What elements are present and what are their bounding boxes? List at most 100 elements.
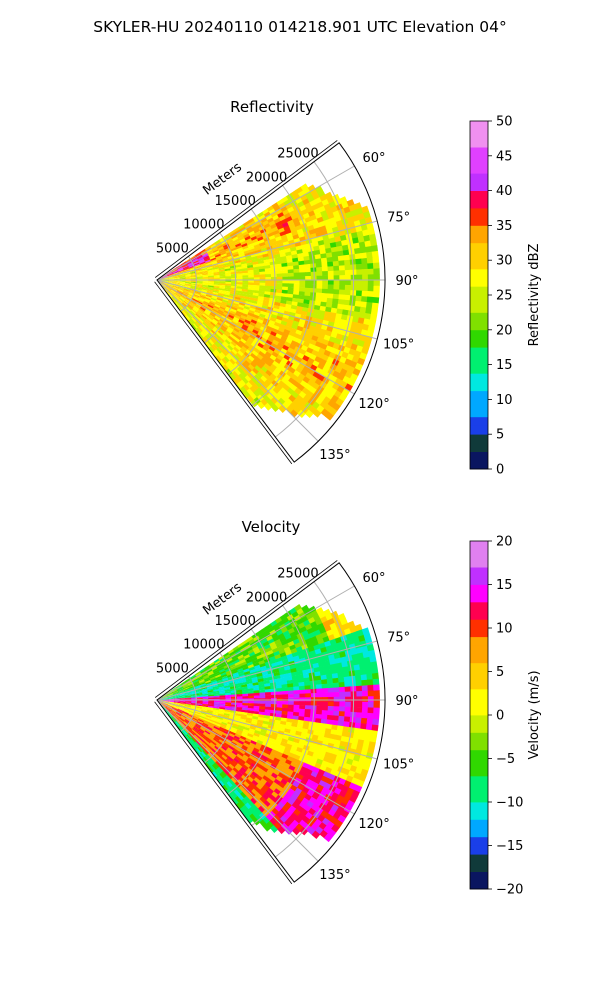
figure-suptitle: SKYLER-HU 20240110 014218.901 UTC Elevat… xyxy=(93,18,507,36)
colorbar-segment xyxy=(470,845,488,855)
range-tick-label: 15000 xyxy=(215,614,256,629)
range-tick-label: 15000 xyxy=(215,194,256,209)
colorbar-segment xyxy=(470,225,488,235)
colorbar-segment xyxy=(470,208,488,218)
colorbar-segment xyxy=(470,715,488,725)
velocity-range-labels: 5000 10000 15000 20000 25000 xyxy=(156,567,319,677)
colorbar-tick-label: 20 xyxy=(496,535,513,550)
colorbar-segment xyxy=(470,277,488,287)
colorbar-segment xyxy=(470,567,488,577)
reflectivity-azimuth-labels: 60° 75° 90° 105° 120° 135° xyxy=(319,151,418,463)
colorbar-segment xyxy=(470,312,488,322)
velocity-grid xyxy=(156,581,385,862)
colorbar-segment xyxy=(470,181,488,191)
azimuth-tick-label: 90° xyxy=(395,274,418,289)
azimuth-tick-label: 120° xyxy=(358,397,389,412)
reflectivity-grid xyxy=(156,161,385,442)
colorbar-segment xyxy=(470,199,488,209)
colorbar-segment xyxy=(470,286,488,296)
colorbar-segment xyxy=(470,460,488,470)
colorbar-tick-label: 5 xyxy=(496,428,504,443)
reflectivity-field xyxy=(157,183,380,421)
colorbar-tick-label: 5 xyxy=(496,665,504,680)
colorbar-segment xyxy=(470,767,488,777)
colorbar-segment xyxy=(470,749,488,759)
azimuth-tick-label: 75° xyxy=(387,630,410,645)
velocity-field xyxy=(157,604,380,843)
colorbar-segment xyxy=(470,173,488,183)
colorbar-segment xyxy=(470,628,488,638)
colorbar-tick-label: 15 xyxy=(496,578,513,593)
colorbar-segment xyxy=(470,408,488,418)
colorbar-tick-label: 35 xyxy=(496,219,513,234)
range-tick-label: 5000 xyxy=(156,661,189,676)
colorbar-segment xyxy=(470,373,488,383)
colorbar-tick-label: −5 xyxy=(496,752,515,767)
colorbar-segment xyxy=(470,654,488,664)
colorbar-segment xyxy=(470,575,488,585)
colorbar-tick-label: 0 xyxy=(496,709,504,724)
colorbar-segment xyxy=(470,645,488,655)
velocity-colorbar-label: Velocity (m/s) xyxy=(527,670,542,759)
colorbar-segment xyxy=(470,416,488,426)
colorbar-segment xyxy=(470,251,488,261)
colorbar-segment xyxy=(470,190,488,200)
colorbar-segment xyxy=(470,593,488,603)
colorbar-tick-label: 50 xyxy=(496,115,513,130)
colorbar-segment xyxy=(470,355,488,365)
colorbar-segment xyxy=(470,854,488,864)
colorbar-tick-label: 20 xyxy=(496,323,513,338)
colorbar-tick-label: −10 xyxy=(496,796,523,811)
velocity-title: Velocity xyxy=(242,518,301,536)
colorbar-segment xyxy=(470,793,488,803)
colorbar-segment xyxy=(470,164,488,174)
reflectivity-panel: Reflectivity 5000 10000 15000 20000 25000 60… xyxy=(154,98,419,465)
velocity-azimuth-labels: 60° 75° 90° 105° 120° 135° xyxy=(319,571,418,883)
reflectivity-sector-outline xyxy=(154,140,386,465)
colorbar-segment xyxy=(470,425,488,435)
colorbar-segment xyxy=(470,382,488,392)
azimuth-tick-label: 105° xyxy=(383,338,414,353)
colorbar-segment xyxy=(470,662,488,672)
azimuth-tick-label: 105° xyxy=(383,758,414,773)
azimuth-tick-label: 135° xyxy=(319,448,350,463)
colorbar-segment xyxy=(470,584,488,594)
colorbar-segment xyxy=(470,828,488,838)
azimuth-tick-label: 135° xyxy=(319,868,350,883)
colorbar-segment xyxy=(470,741,488,751)
velocity-colorbar: −20 −15 −10 −5 0 5 10 15 20 Velocity (m/s) xyxy=(469,535,542,898)
azimuth-tick-label: 60° xyxy=(363,571,386,586)
colorbar-segment xyxy=(470,155,488,165)
colorbar-tick-label: −20 xyxy=(496,883,523,898)
range-tick-label: 10000 xyxy=(183,218,224,233)
colorbar-segment xyxy=(470,321,488,331)
colorbar-segment xyxy=(470,871,488,881)
colorbar-segment xyxy=(470,295,488,305)
range-tick-label: 20000 xyxy=(246,170,287,185)
colorbar-segment xyxy=(470,364,488,374)
colorbar-segment xyxy=(470,541,488,551)
colorbar-tick-label: 45 xyxy=(496,149,513,164)
colorbar-segment xyxy=(470,706,488,716)
colorbar-segment xyxy=(470,819,488,829)
colorbar-segment xyxy=(470,732,488,742)
range-tick-label: 20000 xyxy=(246,590,287,605)
colorbar-tick-label: 10 xyxy=(496,622,513,637)
colorbar-segment xyxy=(470,680,488,690)
colorbar-tick-label: 30 xyxy=(496,254,513,269)
colorbar-tick-label: 15 xyxy=(496,358,513,373)
colorbar-segment xyxy=(470,758,488,768)
azimuth-tick-label: 75° xyxy=(387,210,410,225)
colorbar-segment xyxy=(470,723,488,733)
colorbar-segment xyxy=(470,442,488,452)
colorbar-segment xyxy=(470,129,488,139)
colorbar-segment xyxy=(470,434,488,444)
colorbar-tick-label: 0 xyxy=(496,463,504,478)
reflectivity-range-labels: 5000 10000 15000 20000 25000 xyxy=(156,147,319,257)
colorbar-segment xyxy=(470,688,488,698)
colorbar-segment xyxy=(470,268,488,278)
reflectivity-colorbar: 0 5 10 15 20 25 30 35 40 45 50 Reflectivity dBZ xyxy=(469,115,542,478)
velocity-range-unit-label: Meters xyxy=(200,580,245,619)
colorbar-segment xyxy=(470,338,488,348)
